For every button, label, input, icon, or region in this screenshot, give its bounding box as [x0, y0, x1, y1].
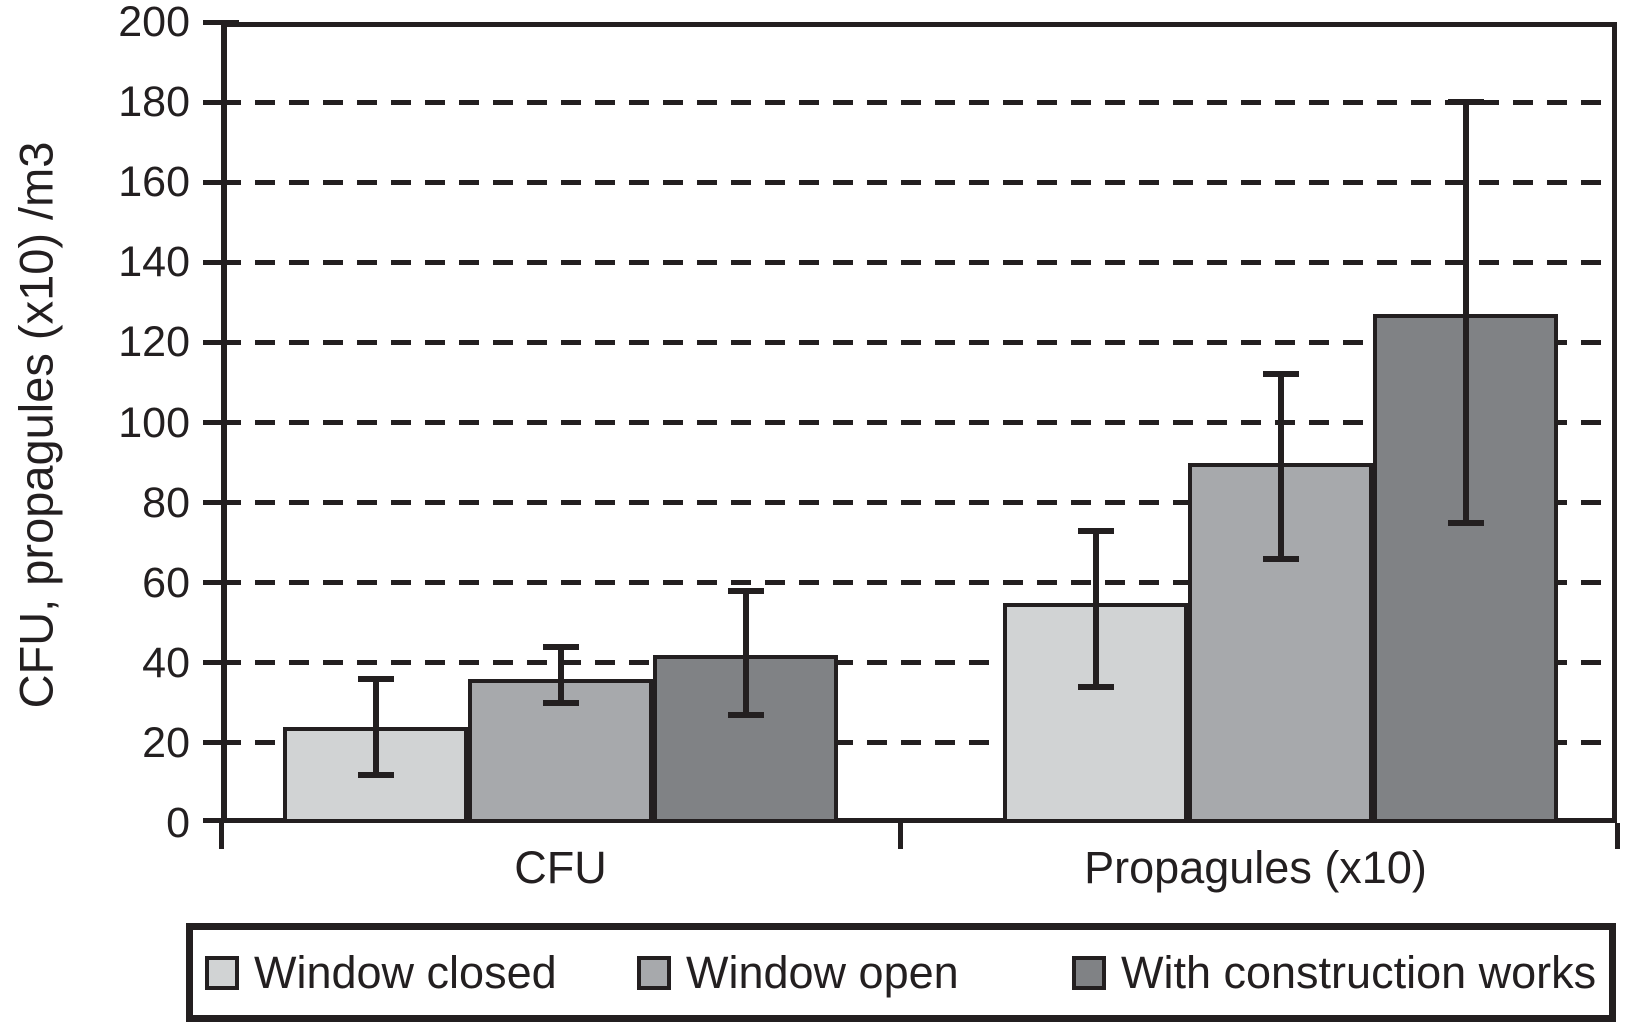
legend-label-window-open: Window open [686, 946, 959, 998]
gridlines-layer [221, 22, 1617, 823]
y-axis-tick-180 [203, 99, 239, 105]
error-cap-top-window-closed-propagules-x10 [1077, 527, 1114, 534]
error-cap-top-with-construction-works-propagules-x10 [1447, 99, 1484, 106]
y-axis-tick-140 [203, 259, 239, 265]
y-tick-label-200: 200 [118, 0, 190, 46]
error-bar-with-construction-works-cfu [742, 590, 749, 715]
gridline-60 [221, 580, 1617, 586]
y-tick-label-100: 100 [118, 398, 190, 447]
error-bar-with-construction-works-propagules-x10 [1462, 102, 1469, 523]
x-category-label-propagules-x10: Propagules (x10) [1084, 842, 1427, 893]
legend-item-with-construction-works: With construction works [1072, 947, 1596, 999]
legend: Window closed Window open With constructio… [186, 923, 1616, 1022]
y-tick-label-160: 160 [118, 158, 190, 207]
y-tick-label-140: 140 [118, 238, 190, 287]
gridline-120 [221, 339, 1617, 345]
error-bar-window-open-propagules-x10 [1277, 374, 1284, 559]
y-axis-tick-100 [203, 420, 239, 425]
gridline-180 [221, 99, 1617, 105]
gridline-20 [221, 740, 1617, 746]
legend-swatch-window-closed [205, 955, 239, 990]
x-axis-boundary-tick-0 [218, 823, 224, 849]
error-bar-window-open-cfu [557, 646, 564, 703]
x-axis-line [221, 818, 1617, 823]
bars-layer [221, 22, 1617, 823]
legend-swatch-window-open [637, 955, 671, 990]
error-bar-window-closed-propagules-x10 [1092, 530, 1099, 687]
plot-right-border [1612, 22, 1617, 823]
error-cap-top-window-open-cfu [542, 643, 579, 650]
error-cap-bottom-window-open-propagules-x10 [1262, 555, 1299, 562]
gridline-80 [221, 500, 1617, 506]
plot-top-border [221, 22, 1617, 27]
y-axis-tick-60 [203, 580, 239, 586]
y-axis-tick-200 [203, 19, 239, 25]
y-axis-tick-20 [203, 740, 239, 746]
y-tick-label-180: 180 [118, 78, 190, 127]
y-tick-label-60: 60 [142, 558, 190, 607]
y-tick-label-80: 80 [142, 478, 190, 527]
error-cap-top-window-closed-cfu [357, 675, 394, 682]
y-tick-label-120: 120 [118, 318, 190, 367]
legend-item-window-closed: Window closed [205, 947, 557, 999]
error-cap-top-with-construction-works-cfu [727, 587, 764, 594]
plot-area [203, 19, 1620, 849]
y-axis-tick-120 [203, 339, 239, 345]
error-cap-bottom-window-open-cfu [542, 699, 579, 706]
error-cap-bottom-with-construction-works-propagules-x10 [1447, 519, 1484, 526]
gridline-140 [221, 259, 1617, 265]
y-axis-tick-40 [203, 660, 239, 666]
axis-frame-layer [203, 19, 1620, 849]
legend-swatch-with-construction-works [1072, 955, 1106, 990]
y-axis-tick-80 [203, 500, 239, 506]
y-axis-tick-160 [203, 179, 239, 185]
y-axis-tick-0 [203, 817, 239, 823]
x-axis-boundary-tick-1 [897, 823, 903, 849]
y-tick-label-40: 40 [142, 638, 190, 687]
error-cap-bottom-window-closed-propagules-x10 [1077, 683, 1114, 690]
legend-label-with-construction-works: With construction works [1121, 946, 1597, 998]
y-tick-label-0: 0 [166, 799, 190, 847]
gridline-160 [221, 179, 1617, 185]
legend-label-window-closed: Window closed [254, 946, 557, 998]
y-tick-label-20: 20 [142, 718, 190, 767]
error-cap-bottom-window-closed-cfu [357, 771, 394, 778]
x-category-label-cfu: CFU [514, 842, 607, 893]
x-axis-boundary-tick-2 [1614, 823, 1620, 849]
gridline-100 [221, 420, 1617, 425]
gridline-40 [221, 660, 1617, 666]
error-cap-bottom-with-construction-works-cfu [727, 711, 764, 718]
legend-item-window-open: Window open [637, 947, 959, 999]
error-cap-top-window-open-propagules-x10 [1262, 371, 1299, 378]
bar-window-closed-propagules-x10 [1003, 602, 1188, 823]
error-bar-window-closed-cfu [372, 678, 379, 775]
